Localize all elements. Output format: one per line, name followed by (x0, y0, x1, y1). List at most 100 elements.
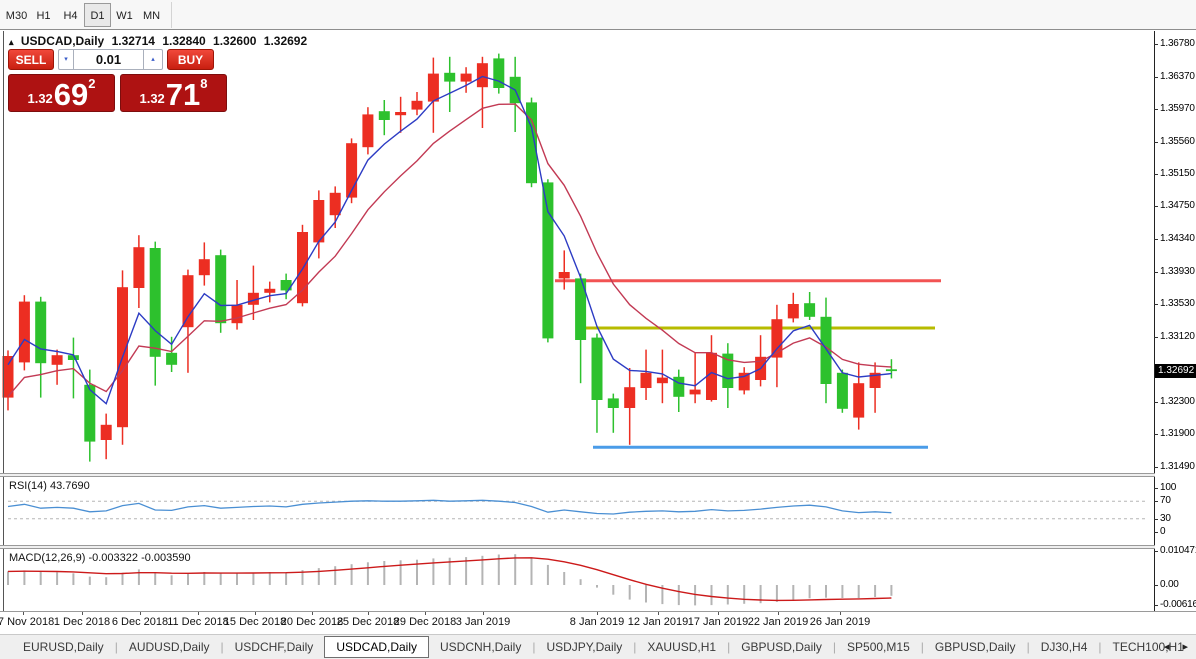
candle-body (346, 143, 358, 198)
candle-body (558, 272, 570, 279)
candle-body (706, 352, 717, 400)
tab-separator: | (532, 640, 536, 654)
timeframe-d1-button[interactable]: D1 (84, 2, 111, 27)
ohlc-low: 1.32600 (213, 34, 257, 48)
price-axis-label-tick (1154, 402, 1158, 403)
chart-tab-gbpusd-daily[interactable]: GBPUSD,Daily (934, 640, 1016, 654)
spin-up-icon: ▴ (151, 56, 155, 63)
candle-body (640, 372, 652, 388)
date-axis-label: 17 Jan 2019 (687, 616, 749, 628)
price-axis-label: 1.35150 (1160, 168, 1195, 179)
price-axis-label-tick (1154, 109, 1158, 110)
date-axis-label: 11 Dec 2018 (167, 616, 229, 628)
candle-body (149, 248, 161, 357)
chart-tab-usdchf-daily[interactable]: USDCHF,Daily (234, 640, 314, 654)
tab-scroll-left-icon[interactable]: ◂ (1163, 641, 1170, 653)
date-axis-label: 12 Jan 2019 (627, 616, 689, 628)
macd-axis-label-tick (1154, 551, 1158, 552)
price-axis-label-tick (1154, 206, 1158, 207)
candle-body (231, 304, 243, 324)
price-axis-label: 1.33930 (1160, 266, 1195, 277)
price-axis-label-tick (1154, 174, 1158, 175)
price-axis: 1.36780 1.36370 1.35970 1.35560 1.35150 1.347… (1154, 31, 1196, 611)
price-axis-label: 1.31490 (1160, 461, 1195, 472)
collapse-panel-icon[interactable]: ▴ (9, 37, 14, 47)
tab-separator: | (727, 640, 731, 654)
tab-separator: | (1098, 640, 1102, 654)
macd-axis-label: 0.00 (1160, 579, 1179, 590)
panel-separator[interactable] (0, 545, 1196, 549)
date-axis-label: 25 Dec 2018 (336, 616, 400, 628)
candle-body (313, 200, 325, 243)
sell-price-display[interactable]: 1.32 69 2 (8, 74, 115, 112)
candle-body (264, 288, 276, 293)
chart-tab-dj30-h4[interactable]: DJ30,H4 (1040, 640, 1088, 654)
chart-tab-xauusd-h1[interactable]: XAUUSD,H1 (647, 640, 717, 654)
chart-tab-audusd-daily[interactable]: AUDUSD,Daily (128, 640, 210, 654)
tab-separator: | (220, 640, 224, 654)
date-axis-label: 8 Jan 2019 (569, 616, 625, 628)
buy-price-main: 71 (165, 77, 201, 112)
candle-body (444, 72, 456, 82)
date-axis-label: 1 Dec 2018 (53, 616, 111, 628)
timeframe-m30-button[interactable]: M30 (5, 9, 28, 22)
sell-button[interactable]: SELL (8, 49, 54, 70)
chart-tab-usdcad-daily[interactable]: USDCAD,Daily (324, 636, 429, 658)
candle-body (476, 63, 488, 88)
date-tick-mark (368, 612, 369, 615)
ohlc-open: 1.32714 (111, 34, 155, 48)
candle-body (853, 383, 865, 418)
candle-body (869, 372, 881, 388)
candle-body (133, 247, 145, 288)
chart-tab-eurusd-daily[interactable]: EURUSD,Daily (23, 640, 104, 654)
chart-tab-usdjpy-daily[interactable]: USDJPY,Daily (546, 640, 623, 654)
chart-tab-tech100-h1[interactable]: TECH100,H1 (1112, 640, 1184, 654)
sell-price-prefix: 1.32 (27, 91, 53, 106)
timeframe-h1-button[interactable]: H1 (36, 9, 51, 22)
timeframe-mn-button[interactable]: MN (142, 9, 161, 22)
panel-separator[interactable] (0, 473, 1196, 477)
candle-body (395, 112, 407, 116)
candle-body (526, 102, 537, 184)
lot-decrease-button[interactable]: ▾ (58, 49, 74, 70)
chart-tab-usdcnh-daily[interactable]: USDCNH,Daily (440, 640, 522, 654)
buy-button[interactable]: BUY (167, 49, 214, 70)
toolbar-separator (171, 1, 172, 28)
axis-divider-line (1154, 31, 1155, 611)
timeframe-w1-button[interactable]: W1 (116, 9, 133, 22)
price-axis-label: 1.33120 (1160, 331, 1195, 342)
chart-tab-gbpusd-daily[interactable]: GBPUSD,Daily (741, 640, 822, 654)
macd-chart-canvas (7, 554, 893, 606)
price-axis-label: 1.36370 (1160, 71, 1195, 82)
tab-scroll-right-icon[interactable]: ▸ (1182, 641, 1188, 653)
tab-separator: | (920, 640, 924, 654)
rsi-axis-label: 0 (1160, 526, 1166, 537)
lot-size-input[interactable] (74, 49, 143, 70)
date-axis-label: 22 Jan 2019 (747, 616, 809, 628)
candle-body (673, 376, 685, 397)
panel-separator (0, 611, 1196, 612)
timeframe-h4-button[interactable]: H4 (63, 9, 78, 22)
chart-tab-sp500-m15[interactable]: SP500,M15 (847, 640, 910, 654)
date-axis-label: 3 Jan 2019 (455, 616, 511, 628)
one-click-trading-widget: SELL ▾ ▴ BUY 1.32 69 2 1.32 71 8 (8, 49, 228, 112)
date-tick-mark (778, 612, 779, 615)
ohlc-high: 1.32840 (162, 34, 206, 48)
chart-symbol-label: USDCAD,Daily (20, 34, 105, 48)
buy-price-pip: 8 (200, 76, 208, 91)
candle-body (427, 73, 439, 102)
tab-separator: | (1026, 640, 1030, 654)
buy-price-prefix: 1.32 (139, 91, 165, 106)
ma-fast-line (7, 75, 892, 405)
rsi-axis-label-tick (1154, 532, 1158, 533)
candle-body (722, 353, 734, 388)
candle-body (689, 389, 701, 395)
buy-price-display[interactable]: 1.32 71 8 (120, 74, 227, 112)
candle-body (67, 355, 79, 360)
candle-body (885, 369, 897, 372)
candle-body (411, 100, 423, 110)
timeframe-toolbar: M30 H1 H4 D1 W1 MN (0, 0, 1196, 30)
candle-body (607, 398, 619, 408)
lot-increase-button[interactable]: ▴ (143, 49, 163, 70)
